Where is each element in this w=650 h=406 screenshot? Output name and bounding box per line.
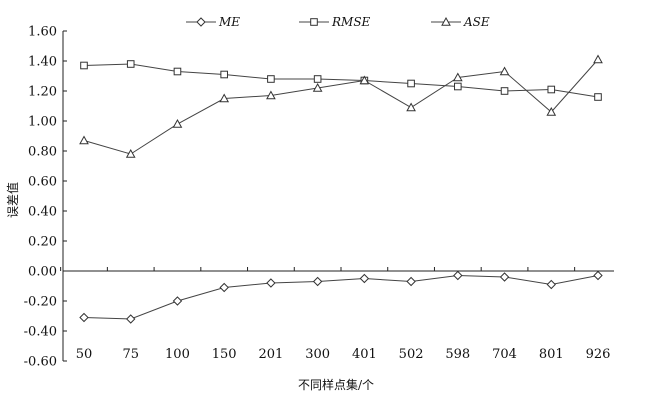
y-tick-label: -0.20: [24, 295, 57, 310]
data-point: [219, 282, 229, 293]
data-point: [220, 70, 228, 79]
x-tick-label: 401: [352, 347, 377, 362]
data-point: [310, 18, 318, 26]
y-tick-label: 1.40: [28, 55, 57, 70]
data-point: [406, 102, 416, 112]
data-point: [126, 60, 135, 68]
x-tick-label: 75: [122, 347, 139, 362]
y-tick-label: -0.40: [24, 325, 57, 340]
data-point: [593, 270, 603, 281]
legend-label: ASE: [463, 15, 490, 29]
data-point: [441, 16, 451, 26]
series-line: [83, 63, 599, 98]
x-tick-label: 300: [305, 347, 330, 362]
data-point: [313, 75, 322, 83]
x-axis-title: 不同样点集/个: [298, 377, 374, 392]
legend-item-ase: ASE: [431, 15, 490, 29]
data-point: [499, 272, 510, 282]
data-point: [312, 82, 323, 92]
data-point: [453, 270, 463, 281]
data-point: [196, 17, 206, 27]
data-point: [546, 279, 556, 290]
data-point: [452, 72, 463, 82]
y-tick-label: 0.00: [28, 265, 57, 280]
series-line: [83, 59, 599, 155]
data-point: [499, 66, 510, 76]
data-point: [125, 148, 136, 158]
data-point: [172, 296, 183, 306]
data-point: [172, 118, 183, 128]
legend: ME RMSE ASE: [186, 15, 490, 29]
y-tick-label: 1.00: [28, 115, 57, 130]
legend-item-rmse: RMSE: [299, 15, 371, 29]
data-point: [312, 276, 323, 287]
data-point: [173, 67, 182, 76]
x-tick-label: 704: [492, 347, 517, 362]
x-tick-label: 801: [539, 347, 564, 362]
data-point: [454, 82, 462, 91]
series-layer: [79, 54, 603, 324]
series-line: [83, 274, 599, 320]
y-tick-label: 1.60: [28, 25, 57, 40]
data-point: [267, 75, 275, 83]
data-point: [407, 79, 415, 88]
data-point: [500, 87, 509, 95]
data-point: [266, 278, 276, 288]
y-tick-label: 0.20: [28, 235, 57, 250]
x-tick-label: 100: [165, 347, 190, 362]
x-tick-label: 201: [258, 347, 283, 362]
series-ase: [79, 54, 603, 158]
y-tick-label: 0.40: [28, 205, 57, 220]
y-tick-label: -0.60: [24, 355, 57, 370]
data-point: [79, 135, 89, 145]
y-tick-label: 0.80: [28, 145, 57, 160]
data-point: [546, 106, 557, 116]
data-point: [547, 85, 556, 94]
legend-item-me: ME: [186, 15, 240, 29]
data-point: [593, 54, 603, 64]
x-tick-label: 150: [212, 347, 237, 362]
y-tick-label: 1.20: [28, 85, 57, 100]
data-point: [80, 61, 88, 70]
x-tick-label: 50: [76, 347, 93, 362]
legend-label: ME: [218, 15, 240, 29]
data-point: [594, 93, 602, 101]
x-tick-label: 502: [399, 347, 424, 362]
x-tick-label: 926: [586, 347, 611, 362]
x-tick-label: 598: [445, 347, 470, 362]
legend-label: RMSE: [331, 15, 371, 29]
series-rmse: [80, 60, 602, 101]
axes: -0.60 -0.40 -0.20 0.00 0.20 0.40 0.60 0.80 1.00 1…: [24, 25, 614, 370]
y-axis-title: 误差值: [5, 182, 20, 218]
series-me: [79, 270, 603, 324]
data-point: [219, 93, 230, 103]
data-point: [359, 273, 370, 284]
data-point: [406, 276, 416, 287]
data-point: [79, 312, 89, 323]
y-tick-label: 0.60: [28, 175, 57, 190]
data-point: [266, 90, 276, 100]
data-point: [359, 75, 370, 85]
data-point: [126, 314, 136, 324]
